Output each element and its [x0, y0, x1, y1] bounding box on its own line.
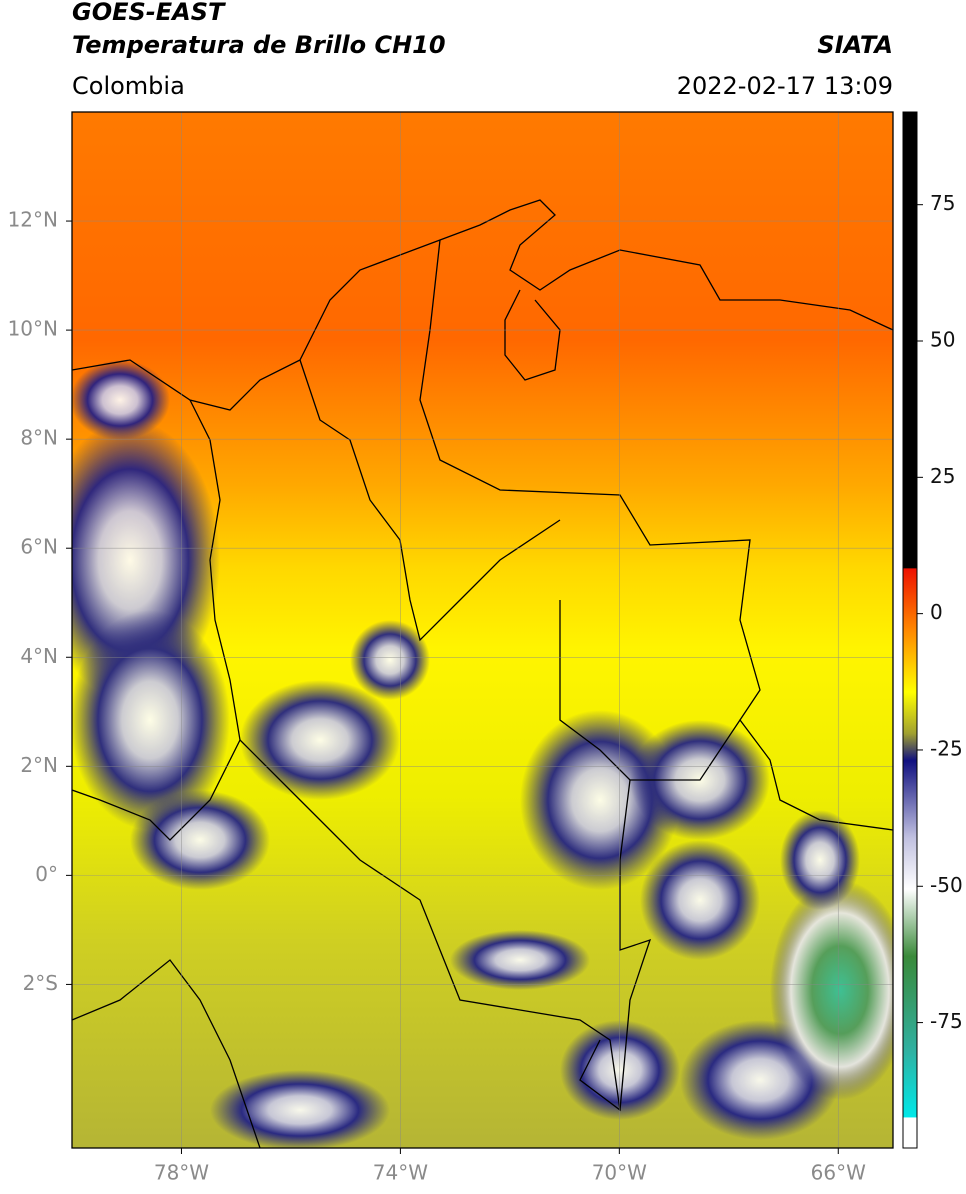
map-frame: [71, 111, 894, 1149]
colorbar-tick-label: -75: [930, 1009, 963, 1033]
x-tick-label: 78°W: [154, 1161, 209, 1185]
y-tick-label: 6°N: [20, 535, 58, 559]
y-tick-label: 0°: [35, 862, 58, 886]
subtitle: Temperatura de Brillo CH10: [72, 31, 446, 59]
x-tick-label: 66°W: [811, 1161, 866, 1185]
y-tick-label: 2°S: [23, 971, 58, 995]
region: Colombia: [72, 72, 185, 100]
source: SIATA: [817, 31, 893, 59]
y-tick-label: 8°N: [20, 426, 58, 450]
colorbar-tick-label: 0: [930, 600, 943, 624]
colorbar-tick-label: -25: [930, 736, 963, 760]
map-image: [72, 112, 893, 1148]
datetime: 2022-02-17 13:09: [677, 72, 893, 100]
colorbar-tick-label: 25: [930, 464, 955, 488]
colorbar-tick-label: 75: [930, 191, 955, 215]
colorbar-tick-label: -50: [930, 873, 963, 897]
y-tick-label: 2°N: [20, 753, 58, 777]
x-tick-label: 70°W: [592, 1161, 647, 1185]
title: GOES-EAST: [72, 0, 226, 26]
x-tick-label: 74°W: [373, 1161, 428, 1185]
colorbar-tick-label: 50: [930, 328, 955, 352]
y-tick-label: 10°N: [8, 317, 58, 341]
y-tick-label: 12°N: [8, 208, 58, 232]
y-tick-label: 4°N: [20, 644, 58, 668]
colorbar: [902, 111, 918, 1149]
